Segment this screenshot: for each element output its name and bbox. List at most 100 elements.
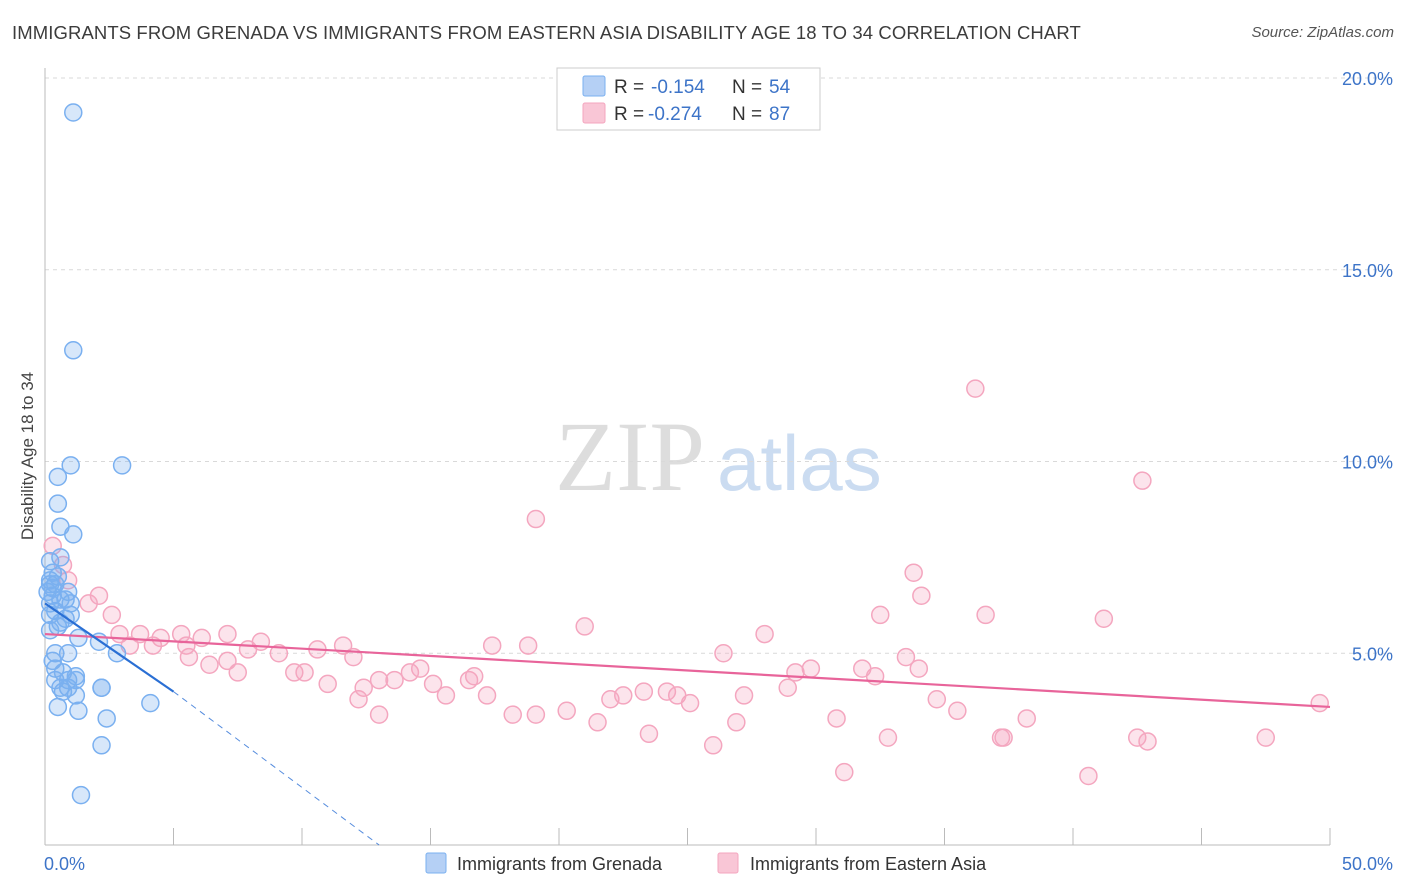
eastern-asia-point[interactable]	[994, 728, 1013, 747]
eastern-asia-point[interactable]	[1128, 728, 1147, 747]
eastern-asia-point[interactable]	[1079, 766, 1098, 786]
eastern-asia-point[interactable]	[1138, 732, 1157, 751]
eastern-asia-point[interactable]	[755, 624, 774, 644]
eastern-asia-point[interactable]	[410, 659, 430, 678]
eastern-asia-point[interactable]	[786, 663, 805, 682]
grenada-point[interactable]	[71, 785, 91, 805]
legend-label-grenada[interactable]: Immigrants from Grenada	[457, 854, 663, 874]
grenada-point[interactable]	[51, 613, 70, 632]
legend-swatch-grenada[interactable]	[425, 852, 447, 874]
eastern-asia-point[interactable]	[976, 605, 995, 625]
trend-layer	[44, 602, 1331, 846]
eastern-asia-point[interactable]	[1094, 609, 1114, 628]
legend-swatch-eastern-asia[interactable]	[717, 852, 739, 874]
eastern-asia-point[interactable]	[639, 724, 659, 744]
grenada-point[interactable]	[64, 525, 83, 544]
eastern-asia-point[interactable]	[1256, 728, 1275, 747]
grenada-point[interactable]	[64, 341, 83, 360]
eastern-asia-point[interactable]	[295, 663, 314, 682]
eastern-asia-point[interactable]	[1133, 471, 1152, 490]
eastern-asia-point[interactable]	[526, 509, 546, 529]
eastern-asia-point[interactable]	[482, 636, 502, 655]
grenada-point[interactable]	[69, 701, 88, 721]
eastern-asia-point[interactable]	[269, 644, 289, 663]
eastern-asia-point[interactable]	[179, 647, 199, 667]
grenada-point[interactable]	[48, 697, 68, 717]
eastern-asia-point[interactable]	[904, 563, 923, 582]
eastern-asia-point[interactable]	[835, 762, 854, 782]
grid-layer: 5.0% 10.0% 15.0% 20.0%	[45, 69, 1393, 664]
eastern-asia-point[interactable]	[734, 686, 754, 705]
eastern-asia-point[interactable]	[575, 617, 594, 636]
eastern-asia-point[interactable]	[909, 659, 929, 678]
grenada-point[interactable]	[97, 709, 116, 728]
eastern-asia-point[interactable]	[400, 663, 420, 682]
eastern-asia-point[interactable]	[459, 670, 479, 690]
eastern-asia-point[interactable]	[657, 682, 677, 701]
grenada-point[interactable]	[112, 456, 132, 475]
eastern-asia-point[interactable]	[354, 678, 373, 698]
eastern-asia-point[interactable]	[369, 705, 389, 724]
eastern-asia-point[interactable]	[318, 674, 337, 694]
eastern-asia-point[interactable]	[518, 636, 538, 655]
grenada-point[interactable]	[58, 678, 78, 698]
grenada-point[interactable]	[40, 551, 60, 571]
y-axis-label: Disability Age 18 to 34	[18, 372, 37, 540]
eastern-asia-point[interactable]	[102, 605, 122, 625]
eastern-asia-point[interactable]	[588, 713, 607, 732]
eastern-asia-point[interactable]	[503, 705, 522, 724]
eastern-asia-point[interactable]	[477, 686, 497, 705]
eastern-asia-point[interactable]	[601, 690, 620, 709]
r-value-grenada: -0.154	[651, 77, 705, 98]
eastern-asia-point[interactable]	[218, 651, 237, 671]
grenada-point[interactable]	[64, 103, 83, 122]
grenada-point[interactable]	[48, 467, 68, 487]
eastern-asia-point[interactable]	[349, 690, 368, 709]
eastern-asia-point[interactable]	[423, 674, 443, 694]
grenada-point[interactable]	[141, 693, 160, 713]
eastern-asia-point[interactable]	[966, 379, 985, 398]
grenada-point[interactable]	[66, 670, 86, 690]
eastern-asia-point[interactable]	[703, 736, 723, 755]
eastern-asia-point[interactable]	[896, 647, 916, 667]
eastern-asia-point[interactable]	[714, 644, 733, 663]
grenada-point[interactable]	[61, 456, 80, 475]
eastern-asia-point[interactable]	[667, 686, 687, 705]
eastern-asia-point[interactable]	[827, 709, 846, 728]
eastern-asia-point[interactable]	[79, 594, 98, 613]
n-value-grenada: 54	[769, 77, 791, 98]
grenada-point[interactable]	[92, 736, 111, 755]
eastern-asia-point[interactable]	[927, 690, 947, 709]
eastern-asia-point[interactable]	[385, 670, 404, 690]
eastern-asia-point[interactable]	[557, 701, 576, 721]
grenada-point[interactable]	[66, 686, 86, 705]
eastern-asia-point[interactable]	[912, 586, 931, 605]
eastern-asia-point[interactable]	[526, 705, 546, 724]
eastern-asia-point[interactable]	[1017, 709, 1036, 728]
eastern-asia-point[interactable]	[871, 605, 890, 625]
eastern-asia-point[interactable]	[1310, 693, 1329, 713]
eastern-asia-point[interactable]	[218, 624, 237, 644]
eastern-asia-point[interactable]	[238, 640, 258, 659]
eastern-asia-point[interactable]	[436, 686, 456, 705]
eastern-asia-point[interactable]	[151, 628, 170, 648]
eastern-asia-point[interactable]	[634, 682, 654, 701]
grenada-point[interactable]	[58, 644, 78, 663]
grenada-point[interactable]	[92, 678, 111, 698]
eastern-asia-point[interactable]	[727, 713, 746, 732]
legend-label-eastern-asia[interactable]: Immigrants from Eastern Asia	[750, 854, 987, 874]
eastern-asia-point[interactable]	[228, 663, 247, 682]
eastern-asia-point[interactable]	[948, 701, 967, 721]
eastern-asia-point[interactable]	[285, 663, 304, 682]
eastern-asia-point[interactable]	[200, 655, 219, 675]
eastern-asia-point[interactable]	[778, 678, 797, 698]
eastern-asia-point[interactable]	[369, 670, 389, 690]
grenada-point[interactable]	[48, 494, 68, 513]
grenada-point[interactable]	[56, 590, 75, 609]
grenada-point[interactable]	[48, 567, 68, 586]
grenada-point[interactable]	[43, 578, 62, 598]
grenada-point[interactable]	[69, 628, 88, 648]
eastern-asia-point[interactable]	[878, 728, 898, 747]
eastern-asia-point[interactable]	[801, 659, 821, 678]
grenada-point[interactable]	[51, 548, 70, 567]
